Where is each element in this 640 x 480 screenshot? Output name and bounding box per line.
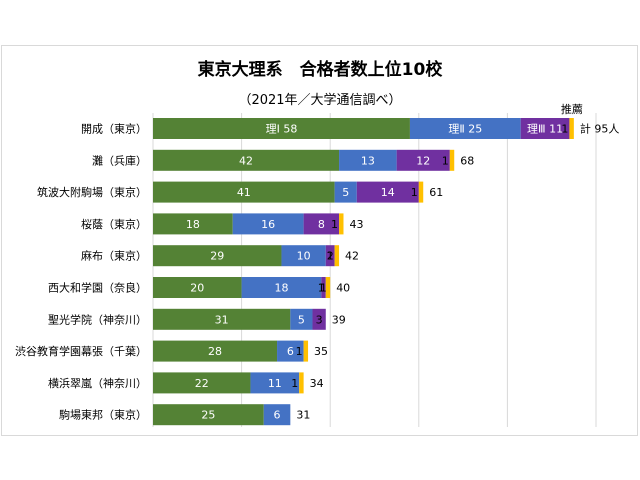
bar-segment-推薦 <box>418 181 424 203</box>
bar-segment-理Ⅰ <box>153 372 251 394</box>
data-label: 25 <box>201 409 215 422</box>
data-label: 16 <box>261 218 275 231</box>
data-label: 11 <box>268 377 282 390</box>
bar-segment-推薦 <box>449 149 455 171</box>
data-label: 1 <box>320 282 327 295</box>
total-label: 40 <box>336 282 350 295</box>
data-label: 理Ⅱ 25 <box>448 123 482 136</box>
data-label: 理Ⅰ 58 <box>266 123 298 136</box>
data-label: 3 <box>316 313 323 326</box>
data-label: 5 <box>298 313 305 326</box>
bar-segment-理Ⅰ <box>153 245 282 267</box>
data-label: 1 <box>411 186 418 199</box>
data-label: 5 <box>342 186 349 199</box>
total-label: 34 <box>310 377 324 390</box>
bar-segment-推薦 <box>334 245 340 267</box>
category-label: 聖光学院（神奈川） <box>48 312 147 326</box>
data-label: 18 <box>186 218 200 231</box>
bar-segment-理Ⅲ <box>356 181 419 203</box>
data-label: 18 <box>274 282 288 295</box>
bar-segment-理Ⅱ <box>409 118 521 139</box>
data-label: 理Ⅲ 11 <box>527 123 563 136</box>
bar-segment-理Ⅲ <box>325 245 335 267</box>
bar-segment-理Ⅰ <box>153 277 242 298</box>
bar-segment-推薦 <box>299 372 304 394</box>
bar-segment-理Ⅱ <box>277 340 304 362</box>
bar-segment-理Ⅰ <box>153 308 291 330</box>
data-label: 31 <box>215 313 229 326</box>
data-label: 1 <box>291 377 298 390</box>
suisen-label: 推薦 <box>561 102 583 116</box>
bar-segment-理Ⅲ <box>303 213 340 235</box>
category-label: 灘（兵庫） <box>92 153 147 167</box>
bar-segment-推薦 <box>303 340 309 362</box>
bar-segment-理Ⅰ <box>153 181 335 203</box>
category-label: 横浜翠嵐（神奈川） <box>48 376 147 390</box>
data-label: 6 <box>287 345 294 358</box>
category-label: 駒場東邦（東京） <box>59 408 147 422</box>
data-label: 8 <box>318 218 325 231</box>
total-label: 31 <box>296 409 310 422</box>
chart-title: 東京大理系 合格者数上位10校 <box>197 60 443 80</box>
data-label: 20 <box>190 282 204 295</box>
chart-frame <box>1 45 638 436</box>
bar-segment-理Ⅲ <box>520 118 570 139</box>
data-label: 28 <box>208 345 222 358</box>
bar-segment-理Ⅱ <box>339 149 397 171</box>
bar-segment-理Ⅲ <box>312 308 326 330</box>
data-label: 13 <box>361 154 375 167</box>
bar-segment-理Ⅱ <box>281 245 326 267</box>
data-label: 12 <box>416 154 430 167</box>
category-label: 麻布（東京） <box>81 249 147 263</box>
data-label: 42 <box>239 154 253 167</box>
bar-segment-理Ⅱ <box>250 372 300 394</box>
data-label: 1 <box>318 282 325 295</box>
data-label: 2 <box>327 250 334 263</box>
data-label: 1 <box>296 345 303 358</box>
category-label: 筑波大附駒場（東京） <box>37 185 147 199</box>
bar-segment-理Ⅱ <box>241 277 322 298</box>
category-label: 桜蔭（東京） <box>81 217 147 231</box>
total-label: 計 95人 <box>580 122 620 136</box>
total-label: 42 <box>345 250 359 263</box>
bar-segment-理Ⅰ <box>153 404 264 426</box>
bar-segment-理Ⅰ <box>153 118 410 139</box>
data-label: 1 <box>561 123 568 136</box>
data-label: 1 <box>331 218 338 231</box>
data-label: 29 <box>210 250 224 263</box>
data-label: 14 <box>381 186 395 199</box>
total-label: 35 <box>314 345 328 358</box>
data-label: 10 <box>297 250 311 263</box>
bar-segment-理Ⅱ <box>263 404 291 426</box>
bar-segment-理Ⅰ <box>153 213 233 235</box>
total-label: 61 <box>429 186 443 199</box>
total-label: 68 <box>460 154 474 167</box>
total-label: 43 <box>349 218 363 231</box>
category-label: 開成（東京） <box>81 122 147 136</box>
data-label: 1 <box>327 250 334 263</box>
bar-segment-推薦 <box>325 277 331 298</box>
bar-segment-推薦 <box>339 213 344 235</box>
bar-segment-理Ⅲ <box>396 149 450 171</box>
data-label: 22 <box>195 377 209 390</box>
data-label: 1 <box>442 154 449 167</box>
bar-segment-理Ⅲ <box>321 277 326 298</box>
data-label: 6 <box>274 409 281 422</box>
total-label: 39 <box>332 313 346 326</box>
bar-segment-理Ⅰ <box>153 340 278 362</box>
category-label: 渋谷教育学園幕張（千葉） <box>15 344 147 358</box>
chart-subtitle: （2021年／大学通信調べ） <box>238 93 402 108</box>
bar-segment-理Ⅱ <box>232 213 304 235</box>
bar-segment-推薦 <box>569 118 574 139</box>
category-label: 西大和学園（奈良） <box>48 281 147 295</box>
bar-segment-理Ⅱ <box>334 181 357 203</box>
bar-segment-理Ⅱ <box>290 308 313 330</box>
bar-segment-理Ⅰ <box>153 149 340 171</box>
data-label: 41 <box>237 186 251 199</box>
